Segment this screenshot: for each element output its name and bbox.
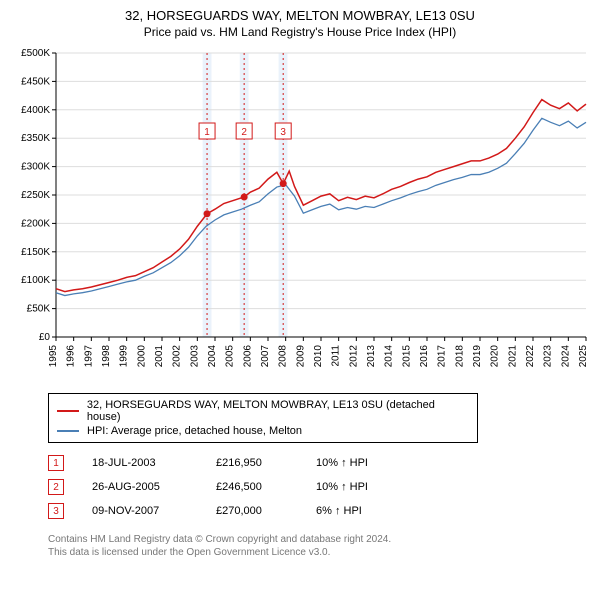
svg-text:1995: 1995 bbox=[48, 345, 59, 368]
svg-text:2009: 2009 bbox=[295, 345, 306, 368]
footnote: Contains HM Land Registry data © Crown c… bbox=[48, 533, 592, 559]
svg-text:£300K: £300K bbox=[21, 162, 50, 173]
sale-price: £216,950 bbox=[216, 457, 288, 469]
svg-text:1996: 1996 bbox=[66, 345, 77, 368]
sale-date: 18-JUL-2003 bbox=[92, 457, 188, 469]
chart-canvas: £0 £50K £100K £150K £200K £250K £300K £350K £400… bbox=[8, 45, 592, 385]
footnote-line: This data is licensed under the Open Gov… bbox=[48, 546, 592, 559]
svg-text:2011: 2011 bbox=[331, 345, 342, 367]
legend-label: HPI: Average price, detached house, Melt… bbox=[87, 425, 302, 437]
svg-text:2003: 2003 bbox=[189, 345, 200, 368]
svg-text:2: 2 bbox=[241, 127, 247, 138]
legend-item: HPI: Average price, detached house, Melt… bbox=[57, 424, 469, 438]
svg-text:2004: 2004 bbox=[207, 345, 218, 368]
svg-text:1998: 1998 bbox=[101, 345, 112, 368]
sale-date: 09-NOV-2007 bbox=[92, 505, 188, 517]
sale-marker-icon: 3 bbox=[48, 503, 64, 519]
svg-text:£150K: £150K bbox=[21, 247, 50, 258]
svg-text:2013: 2013 bbox=[366, 345, 377, 368]
svg-text:£500K: £500K bbox=[21, 48, 50, 59]
legend-swatch bbox=[57, 410, 79, 412]
svg-text:2024: 2024 bbox=[560, 345, 571, 368]
svg-text:2002: 2002 bbox=[172, 345, 183, 368]
svg-text:2015: 2015 bbox=[401, 345, 412, 368]
svg-text:£250K: £250K bbox=[21, 190, 50, 201]
sale-delta: 6% ↑ HPI bbox=[316, 505, 406, 517]
svg-text:2007: 2007 bbox=[260, 345, 271, 368]
sale-price: £270,000 bbox=[216, 505, 288, 517]
sale-delta: 10% ↑ HPI bbox=[316, 481, 406, 493]
svg-text:2001: 2001 bbox=[154, 345, 165, 368]
svg-text:1999: 1999 bbox=[119, 345, 130, 368]
chart-subtitle: Price paid vs. HM Land Registry's House … bbox=[8, 25, 592, 39]
svg-text:£400K: £400K bbox=[21, 105, 50, 116]
svg-text:2018: 2018 bbox=[454, 345, 465, 368]
footnote-line: Contains HM Land Registry data © Crown c… bbox=[48, 533, 592, 546]
sale-row: 3 09-NOV-2007 £270,000 6% ↑ HPI bbox=[48, 499, 592, 523]
svg-text:2020: 2020 bbox=[490, 345, 501, 368]
svg-text:£100K: £100K bbox=[21, 275, 50, 286]
legend-label: 32, HORSEGUARDS WAY, MELTON MOWBRAY, LE1… bbox=[87, 399, 469, 423]
svg-text:£0: £0 bbox=[39, 332, 51, 343]
legend-swatch bbox=[57, 430, 79, 432]
svg-text:£350K: £350K bbox=[21, 133, 50, 144]
chart-title: 32, HORSEGUARDS WAY, MELTON MOWBRAY, LE1… bbox=[8, 8, 592, 23]
sale-date: 26-AUG-2005 bbox=[92, 481, 188, 493]
sale-price: £246,500 bbox=[216, 481, 288, 493]
svg-text:2017: 2017 bbox=[437, 345, 448, 368]
svg-text:£200K: £200K bbox=[21, 218, 50, 229]
svg-text:1: 1 bbox=[204, 127, 210, 138]
svg-text:2019: 2019 bbox=[472, 345, 483, 368]
sales-table: 1 18-JUL-2003 £216,950 10% ↑ HPI 2 26-AUG-200… bbox=[48, 451, 592, 523]
svg-text:2005: 2005 bbox=[225, 345, 236, 368]
sale-marker-icon: 2 bbox=[48, 479, 64, 495]
sale-delta: 10% ↑ HPI bbox=[316, 457, 406, 469]
svg-text:2016: 2016 bbox=[419, 345, 430, 368]
svg-text:2014: 2014 bbox=[384, 345, 395, 368]
sale-row: 2 26-AUG-2005 £246,500 10% ↑ HPI bbox=[48, 475, 592, 499]
svg-text:2006: 2006 bbox=[242, 345, 253, 368]
svg-text:2010: 2010 bbox=[313, 345, 324, 368]
legend-item: 32, HORSEGUARDS WAY, MELTON MOWBRAY, LE1… bbox=[57, 398, 469, 424]
price-chart: £0 £50K £100K £150K £200K £250K £300K £350K £400… bbox=[8, 45, 592, 385]
svg-text:2008: 2008 bbox=[278, 345, 289, 368]
svg-text:2012: 2012 bbox=[348, 345, 359, 368]
svg-text:2000: 2000 bbox=[136, 345, 147, 368]
svg-text:3: 3 bbox=[280, 127, 286, 138]
svg-text:2023: 2023 bbox=[543, 345, 554, 368]
svg-text:2025: 2025 bbox=[578, 345, 589, 368]
svg-text:2022: 2022 bbox=[525, 345, 536, 368]
legend: 32, HORSEGUARDS WAY, MELTON MOWBRAY, LE1… bbox=[48, 393, 478, 443]
svg-text:2021: 2021 bbox=[507, 345, 518, 368]
svg-text:£450K: £450K bbox=[21, 76, 50, 87]
svg-text:1997: 1997 bbox=[83, 345, 94, 368]
svg-text:£50K: £50K bbox=[27, 304, 51, 315]
sale-row: 1 18-JUL-2003 £216,950 10% ↑ HPI bbox=[48, 451, 592, 475]
sale-marker-icon: 1 bbox=[48, 455, 64, 471]
